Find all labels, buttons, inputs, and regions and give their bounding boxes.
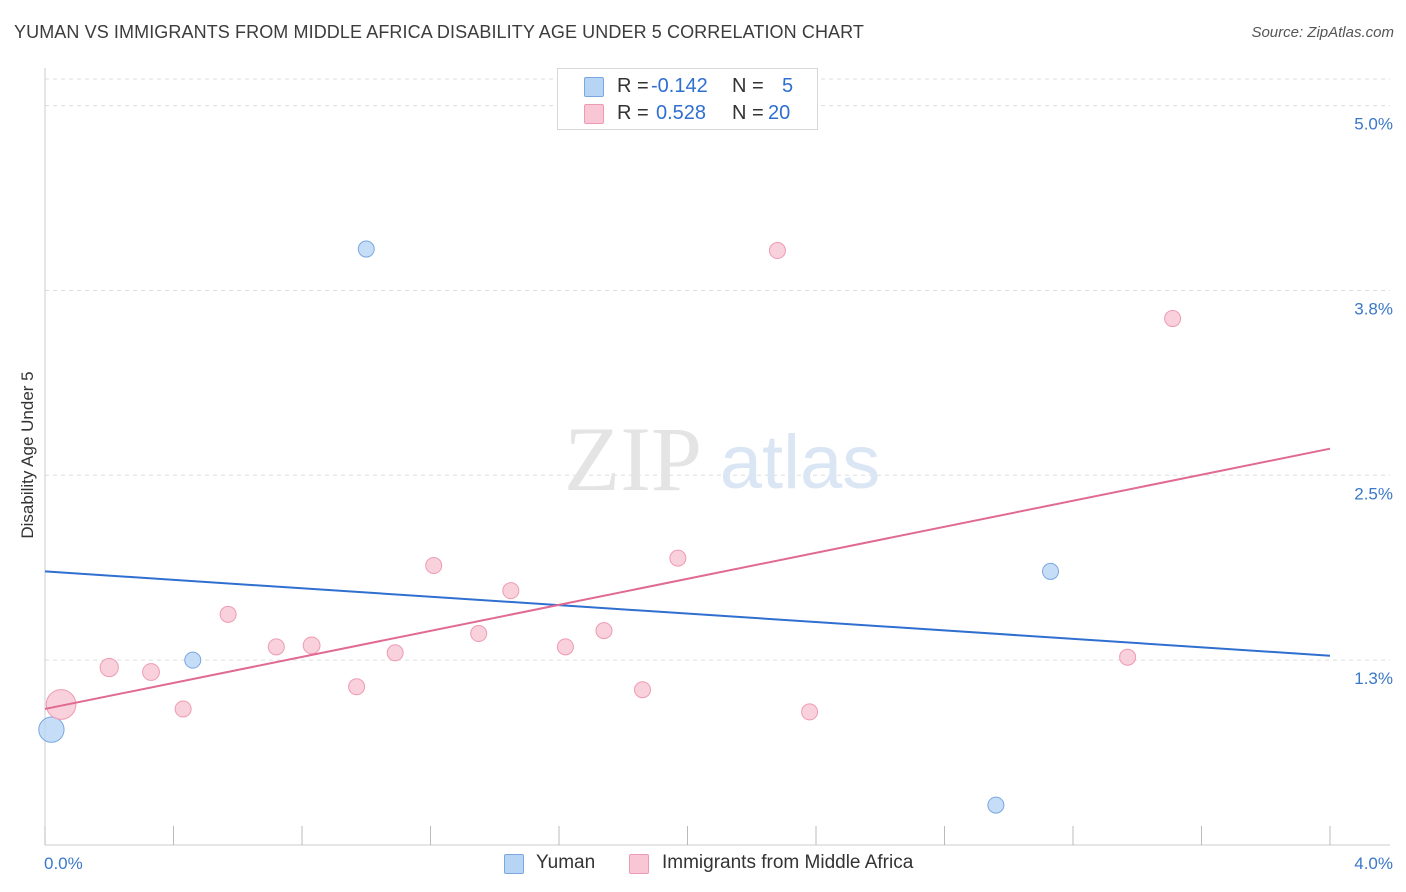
- legend-r-label: R =: [617, 102, 649, 124]
- chart-title: YUMAN VS IMMIGRANTS FROM MIDDLE AFRICA D…: [14, 22, 865, 42]
- legend-n-value: 5: [782, 75, 794, 97]
- legend-n-label: N =: [732, 102, 764, 124]
- africa-point: [801, 703, 819, 721]
- legend-n-label: N =: [732, 75, 764, 97]
- africa-point: [267, 638, 285, 656]
- africa-point: [1119, 648, 1137, 666]
- yuman-point: [357, 240, 375, 258]
- yuman-point: [38, 716, 65, 743]
- yuman-point: [1042, 562, 1060, 580]
- legend-swatch-africa: [584, 104, 604, 124]
- data-points: [38, 240, 1182, 814]
- legend-r-value: 0.528: [656, 102, 707, 124]
- x-tick-label-min: 0.0%: [44, 854, 83, 873]
- africa-point: [502, 582, 520, 600]
- legend-swatch-yuman: [504, 854, 524, 874]
- africa-point: [386, 644, 404, 662]
- axes: [44, 68, 1390, 846]
- legend-label-yuman: Yuman: [536, 852, 596, 873]
- legend-swatch-africa: [629, 854, 649, 874]
- africa-point: [99, 657, 119, 678]
- series-legend: Yuman Immigrants from Middle Africa: [0, 852, 1406, 878]
- watermark-zip: ZIP: [564, 408, 702, 510]
- africa-point: [595, 622, 613, 640]
- africa-point: [669, 549, 687, 567]
- africa-point: [302, 636, 321, 655]
- y-tick-label: 1.3%: [1354, 669, 1393, 688]
- yuman-trend-line: [44, 570, 1331, 657]
- africa-point: [348, 678, 366, 696]
- yuman-point: [184, 651, 202, 669]
- africa-point: [425, 557, 443, 575]
- africa-point: [142, 663, 160, 681]
- watermark: ZIP atlas: [564, 408, 880, 510]
- africa-point: [556, 638, 574, 656]
- yuman-point: [987, 796, 1005, 814]
- africa-point: [768, 242, 786, 260]
- africa-point: [634, 681, 652, 699]
- africa-trend-line: [44, 447, 1331, 710]
- africa-point: [470, 625, 488, 643]
- source-label: Source: ZipAtlas.com: [1251, 24, 1394, 41]
- africa-point: [1164, 310, 1182, 328]
- africa-point: [174, 700, 192, 718]
- y-axis-title: Disability Age Under 5: [18, 371, 37, 538]
- correlation-legend: R = -0.142 N = 5 R = 0.528 N = 20: [557, 68, 818, 130]
- legend-r-label: R =: [617, 75, 649, 97]
- y-tick-label: 2.5%: [1354, 484, 1393, 503]
- legend-n-value: 20: [768, 102, 791, 124]
- y-tick-label: 3.8%: [1354, 299, 1393, 318]
- y-tick-label: 5.0%: [1354, 115, 1393, 134]
- axis-labels: 1.3% 2.5% 3.8% 5.0% 0.0% 4.0% Disability Age U…: [18, 115, 1393, 873]
- legend-swatch-yuman: [584, 77, 604, 97]
- legend-r-value: -0.142: [651, 75, 708, 97]
- legend-label-africa: Immigrants from Middle Africa: [662, 852, 914, 873]
- x-tick-label-max: 4.0%: [1354, 854, 1393, 873]
- africa-point: [219, 605, 237, 623]
- watermark-atlas: atlas: [720, 420, 881, 505]
- trend-lines: [44, 447, 1331, 710]
- africa-point: [45, 689, 77, 720]
